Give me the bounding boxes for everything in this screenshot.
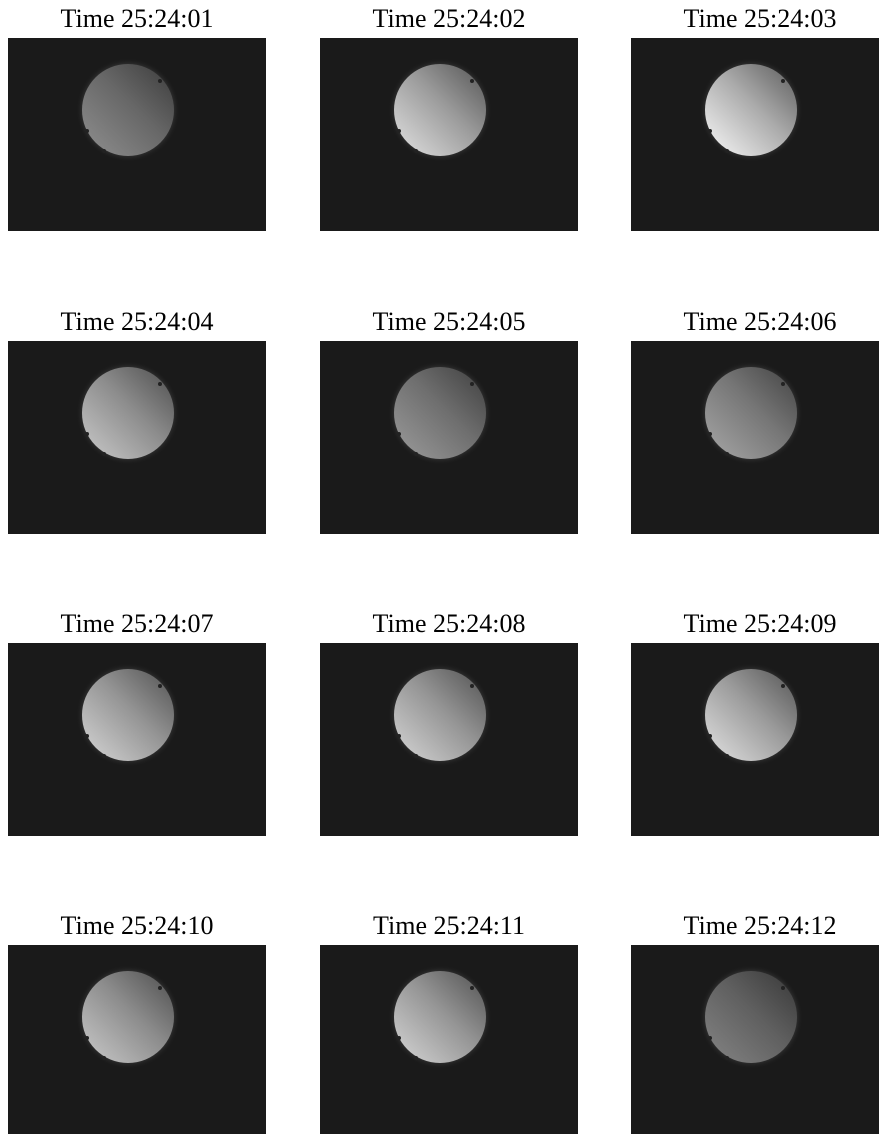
frame-image [631,643,879,836]
sphere-speck [708,432,712,436]
frame-image [8,341,266,534]
sphere [394,367,486,459]
sphere-photo [631,643,879,836]
frame-caption: Time 25:24:07 [8,609,266,639]
frame-image [631,38,879,231]
frame-caption: Time 25:24:11 [320,911,578,941]
sphere-speck [414,452,418,456]
frame-image [320,945,578,1134]
frame-caption: Time 25:24:06 [631,307,879,337]
sphere [705,669,797,761]
sphere-speck [781,986,785,990]
frame-image [8,643,266,836]
sphere-speck [470,79,474,83]
frame-image [320,643,578,836]
sphere-photo [631,945,879,1134]
frame-caption: Time 25:24:03 [631,4,879,34]
sphere-photo [320,341,578,534]
frame-caption: Time 25:24:01 [8,4,266,34]
sphere [705,367,797,459]
sphere-speck [85,432,89,436]
sphere [394,971,486,1063]
sphere-speck [158,382,162,386]
figure-page: Time 25:24:01 Time 25:24:02 Time 25:24:0… [0,0,879,1134]
sphere-speck [397,734,401,738]
sphere-speck [158,79,162,83]
frame-caption: Time 25:24:02 [320,4,578,34]
sphere-speck [414,1056,418,1060]
frame-image [631,945,879,1134]
sphere [82,971,174,1063]
sphere-speck [102,452,106,456]
sphere-photo [8,341,266,534]
frame-image [8,38,266,231]
sphere-speck [781,684,785,688]
sphere-speck [725,452,729,456]
sphere-speck [781,79,785,83]
sphere [82,64,174,156]
sphere-speck [470,684,474,688]
sphere-speck [102,149,106,153]
sphere-photo [8,643,266,836]
sphere-speck [397,432,401,436]
frame-caption: Time 25:24:08 [320,609,578,639]
frame-image [631,341,879,534]
sphere-speck [85,129,89,133]
sphere-speck [781,382,785,386]
frame-image [320,341,578,534]
sphere-photo [8,945,266,1134]
sphere-speck [102,1056,106,1060]
sphere-speck [470,382,474,386]
sphere-speck [102,754,106,758]
sphere-speck [397,1036,401,1040]
frame-image [320,38,578,231]
frame-caption: Time 25:24:05 [320,307,578,337]
sphere-speck [725,149,729,153]
sphere-speck [708,1036,712,1040]
sphere-speck [414,754,418,758]
frame-caption: Time 25:24:09 [631,609,879,639]
sphere [82,367,174,459]
sphere-photo [320,945,578,1134]
sphere-speck [85,1036,89,1040]
sphere-photo [631,341,879,534]
frame-caption: Time 25:24:12 [631,911,879,941]
sphere-speck [158,986,162,990]
sphere-speck [158,684,162,688]
sphere-speck [708,129,712,133]
sphere-speck [397,129,401,133]
sphere [394,669,486,761]
frame-caption: Time 25:24:10 [8,911,266,941]
sphere-photo [320,643,578,836]
sphere-speck [414,149,418,153]
sphere-photo [320,38,578,231]
sphere-speck [708,734,712,738]
frame-caption: Time 25:24:04 [8,307,266,337]
frame-image [8,945,266,1134]
sphere-speck [725,754,729,758]
sphere-photo [8,38,266,231]
sphere-speck [470,986,474,990]
sphere [394,64,486,156]
sphere-speck [85,734,89,738]
sphere [82,669,174,761]
sphere-speck [725,1056,729,1060]
sphere-photo [631,38,879,231]
sphere [705,64,797,156]
sphere [705,971,797,1063]
